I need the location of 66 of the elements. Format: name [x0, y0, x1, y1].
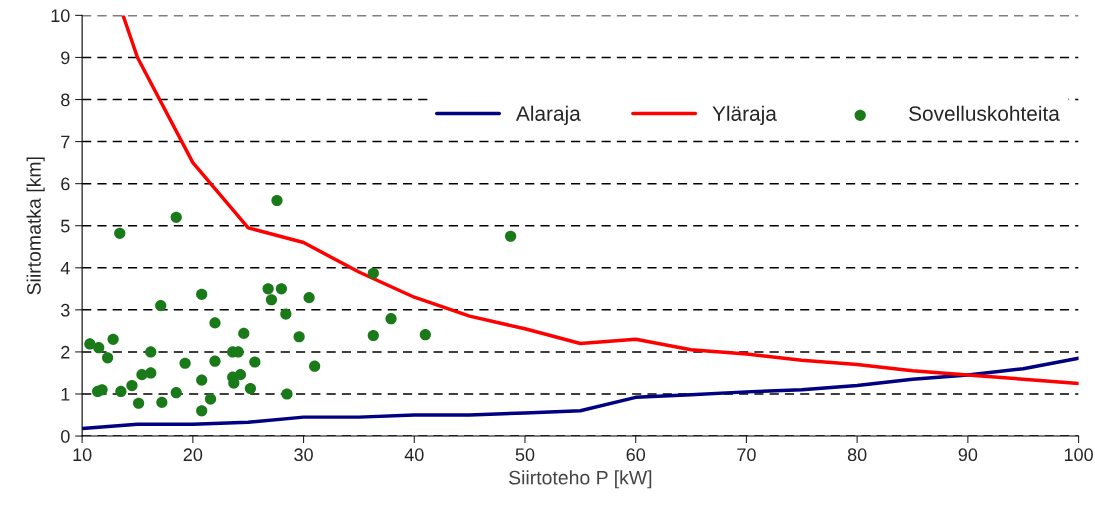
point [238, 327, 250, 340]
x-tick-label: 80 [847, 448, 867, 462]
y-tick-label: 8 [61, 93, 70, 107]
legend-label: Alaraja [515, 105, 581, 126]
y-tick-label: 10 [51, 9, 70, 23]
point [115, 385, 127, 398]
y-tick-label: 3 [60, 303, 70, 317]
point [196, 405, 208, 417]
point [309, 360, 321, 372]
point [155, 300, 167, 312]
point [209, 317, 221, 329]
x-tick-label: 30 [294, 448, 313, 462]
legend-label: Yläraja [712, 105, 777, 126]
point [114, 227, 126, 239]
point [271, 194, 283, 207]
legend-label: Sovelluskohteita [909, 105, 1060, 121]
y-tick-label: 5 [61, 219, 70, 233]
line-series [121, 15, 1079, 386]
point [101, 352, 114, 364]
x-tick-label: 70 [737, 448, 756, 462]
x-axis-title: Siirtoteho P [kW] [509, 470, 652, 489]
line-series [82, 356, 1079, 431]
x-tick-label: 90 [958, 448, 978, 462]
point [505, 230, 517, 242]
y-tick-label: 4 [60, 261, 70, 275]
point [419, 329, 431, 341]
point [196, 374, 208, 386]
point [293, 331, 305, 343]
point [244, 382, 257, 395]
point [170, 211, 182, 223]
point [132, 397, 145, 409]
point [170, 387, 182, 399]
x-tick-label: 60 [626, 448, 646, 462]
x-tick-label: 20 [183, 448, 203, 462]
x-tick-label: 100 [1064, 448, 1093, 462]
point [145, 346, 157, 358]
point [179, 357, 191, 369]
point [367, 329, 379, 342]
point [265, 294, 278, 306]
point [280, 308, 292, 320]
point [281, 388, 293, 400]
point [303, 292, 315, 304]
point [385, 313, 397, 325]
point [196, 288, 208, 300]
point [367, 267, 379, 279]
point [93, 342, 105, 354]
y-tick-label: 2 [61, 345, 70, 359]
x-tick-label: 50 [515, 448, 535, 462]
point [126, 379, 138, 392]
y-tick-label: 6 [61, 177, 70, 191]
y-tick-label: 1 [61, 388, 70, 401]
y-tick-label: 9 [61, 51, 70, 65]
point [262, 283, 274, 295]
point [209, 355, 221, 367]
point [107, 333, 119, 345]
x-tick-label: 10 [73, 448, 92, 462]
x-tick-label: 40 [404, 448, 424, 462]
y-tick-label: 7 [61, 135, 70, 149]
point [275, 283, 288, 295]
point [145, 367, 157, 379]
y-tick-label: 0 [60, 429, 70, 443]
point [234, 369, 247, 381]
point [204, 393, 217, 405]
point [156, 396, 168, 408]
point [249, 356, 261, 368]
y-axis-title: Siirtomatka [km] [26, 157, 45, 295]
